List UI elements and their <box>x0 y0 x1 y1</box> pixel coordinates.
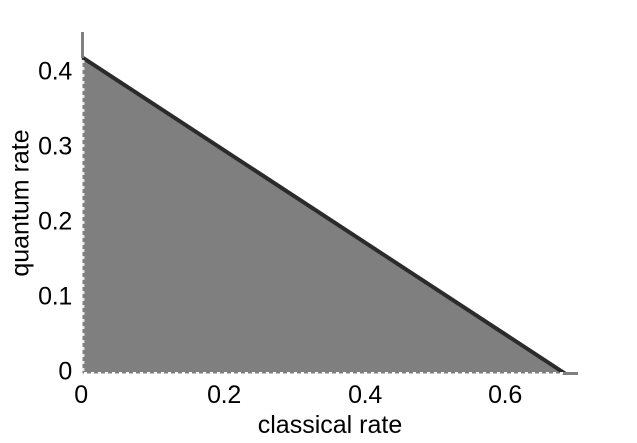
x-tick-label-3: 0.6 <box>488 381 522 409</box>
tradeoff-boundary-line <box>81 55 567 376</box>
y-tick-label-0.1: 0.1 <box>38 282 72 311</box>
y-tick-label-0.2: 0.2 <box>38 207 72 236</box>
x-tick-label-2: 0.4 <box>348 381 382 409</box>
y-tick-label-0.4: 0.4 <box>38 57 72 86</box>
y-axis-title: quantum rate <box>6 129 35 277</box>
y-tick-label-0: 0 <box>58 357 72 386</box>
x-tick-label-0: 0 <box>74 381 88 409</box>
x-tick-label-1: 0.2 <box>207 381 241 409</box>
x-axis-title: classical rate <box>257 411 403 439</box>
y-tick-label-0.3: 0.3 <box>38 132 72 161</box>
